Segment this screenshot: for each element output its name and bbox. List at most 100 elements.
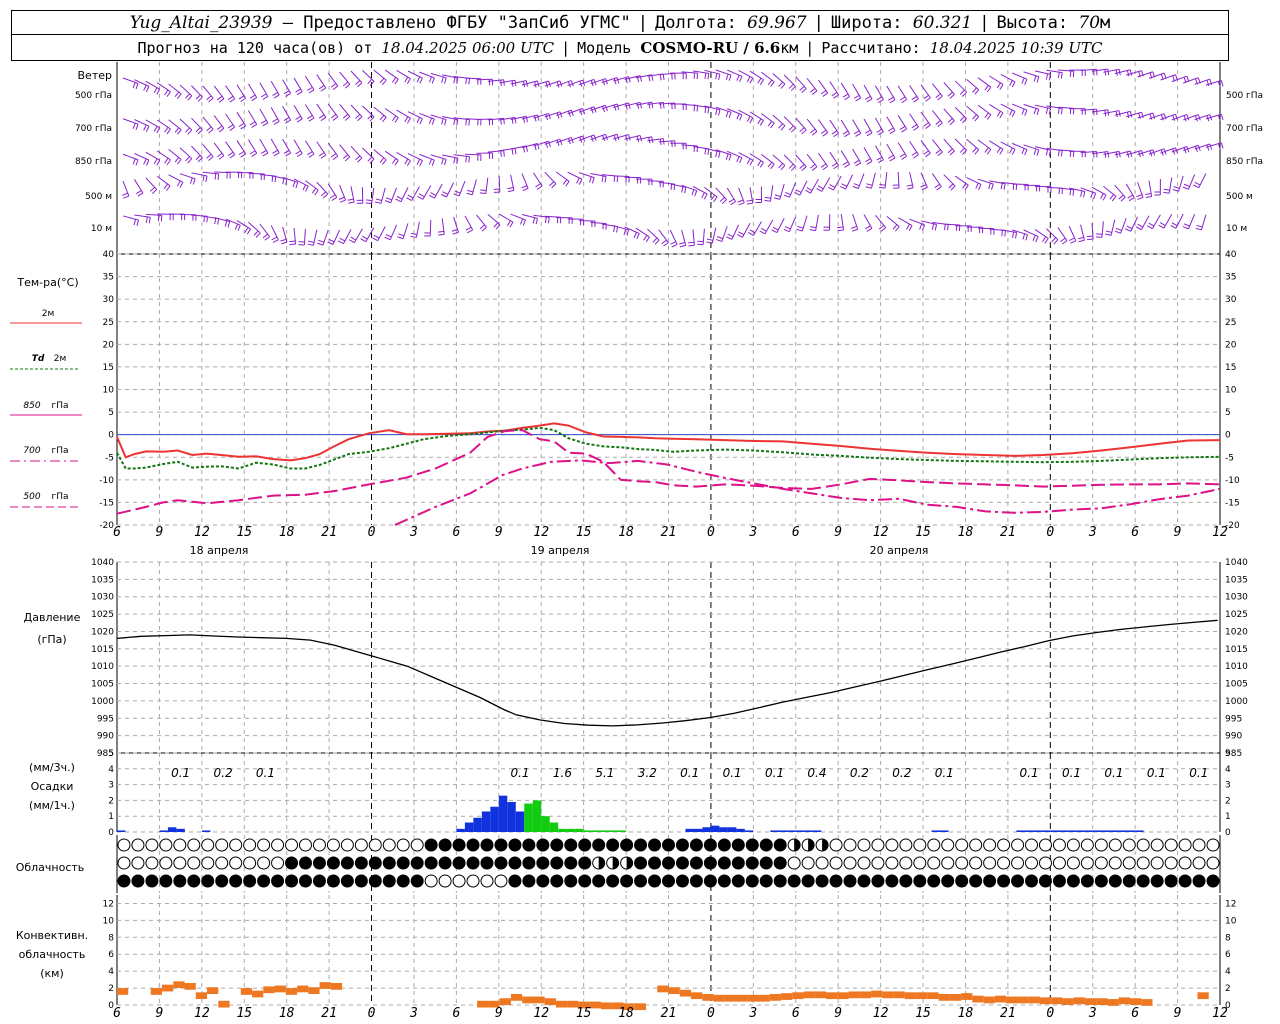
wind-barb-flag [176,180,181,187]
wind-barb [954,175,969,186]
wind-barb [806,153,818,168]
wind-barb-flag [367,114,373,120]
cloud-circle [1094,838,1108,852]
calc-time: 18.04.2025 10:39 UTC [929,38,1103,57]
cloud-circle [857,874,871,888]
temp-ytick-left: 0 [108,431,114,441]
wind-barb [920,111,931,126]
wind-barb-flag [308,89,315,94]
wind-barb [635,74,652,79]
wind-barb-flag [347,198,354,201]
wind-barb-flag [1033,148,1037,155]
wind-barb-flag [788,163,794,169]
wind-barb-flag [706,241,713,244]
wind-barb-flag [331,196,338,201]
wind-barb-flag [715,151,718,158]
wind-barb-flag [330,83,337,88]
wind-barb-flag [556,140,560,147]
wind-barb [1023,144,1039,151]
conv-bar [488,1000,500,1008]
wind-barb-flag [728,154,732,161]
wind-barb-flag [549,181,555,187]
wind-barb-flag [392,115,397,122]
wind-barb [590,221,607,225]
wind-barb [1012,142,1028,150]
wind-barb-flag [906,223,910,230]
wind-barb [396,109,411,119]
wind-barb-flag [174,127,180,133]
wind-barb [521,173,529,189]
wind-barb-flag [811,131,818,136]
wind-barb-flag [1220,80,1224,87]
wind-barb-flag [1114,230,1121,234]
cloud-circle [271,856,285,870]
wind-barb [752,221,762,236]
cloud-circle [717,856,731,870]
temp-ytick-right: -15 [1225,498,1240,508]
wind-barb-flag [736,234,743,238]
wind-barb [897,85,908,100]
cloud-circle [326,838,340,852]
wind-barb-flag [1015,183,1018,190]
precip-ytick-left: 4 [108,765,114,775]
wind-barb-flag [195,155,201,160]
wind-barb-flag [999,84,1004,90]
wind-barb [350,104,363,117]
cloud-circle [1025,838,1039,852]
conv-bar [691,992,703,1000]
wind-barb-flag [850,225,857,229]
wind-barb-flag [738,202,745,206]
cloud-circle [857,838,871,852]
wind-barb-flag [214,173,217,180]
wind-barb-flag [757,77,762,84]
wind-barb-flag [948,183,954,189]
wind-barb-flag [1197,114,1201,121]
wind-barb-flag [283,90,290,95]
wind-barb-flag [411,232,418,235]
wind-barb-flag [185,127,190,133]
wind-barb-flag [842,161,849,166]
wind-barb-flag [759,230,766,235]
wind-barb [886,215,900,227]
precip-label: 0.1 [1020,766,1039,780]
wind-barb-flag [1021,108,1025,115]
wind-barb-flag [935,149,941,154]
wind-barb [852,213,859,230]
conv-bar [882,991,894,999]
wind-barb [1120,218,1127,234]
cloud-circle [1052,838,1066,852]
wind-barb-flag [1183,223,1190,227]
wind-barb-flag [271,175,274,182]
wind-barb-flag [855,97,862,102]
wind-barb-flag [1129,69,1133,76]
precip-label: 0.2 [892,766,911,780]
wind-barb [145,177,158,190]
wind-barb-flag [428,158,433,165]
wind-barb [191,145,203,158]
wind-barb-flag [218,98,225,103]
cloud-circle [285,856,299,870]
temp-ytick-left: -15 [99,498,114,508]
wind-barb-flag [395,198,402,203]
temp-xtick: 9 [1174,525,1182,540]
wind-barb [704,105,721,111]
cloud-circle [550,856,564,870]
precip-label: 0.1 [935,766,954,780]
conv-bar [263,986,275,994]
wind-barb-flag [770,163,775,170]
wind-barb-flag [1009,147,1013,154]
cloud-circle [885,874,899,888]
precip-bar-blue [1067,830,1076,832]
wind-barb-flag [384,236,391,241]
wind-barb-flag [738,231,745,236]
cloud-circle [159,874,173,888]
wind-title: Ветер [78,69,112,82]
precip-bar-blue [201,830,211,832]
conv-title-1: Конвективн. [16,929,88,942]
wind-barb-flag [934,183,941,189]
press-ytick-left: 1015 [91,645,114,655]
wind-barb [977,77,992,88]
wind-barb [815,214,819,231]
wind-barb [1046,228,1059,241]
wind-barb-flag [1078,239,1085,243]
